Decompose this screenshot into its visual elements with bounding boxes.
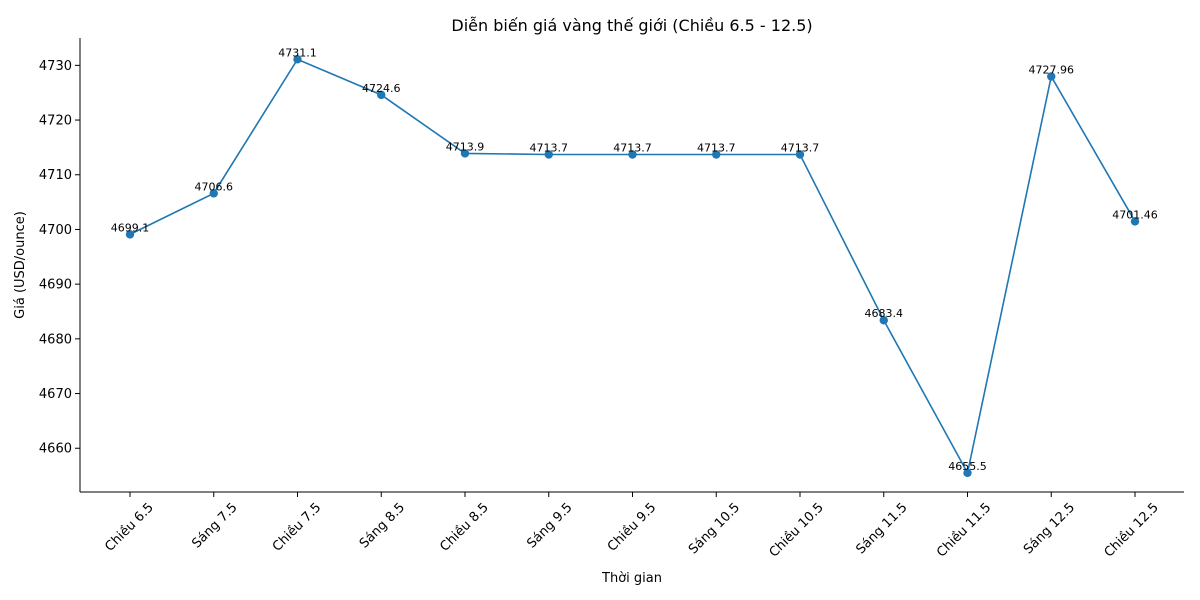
series-line [129, 58, 1136, 476]
data-point [712, 150, 721, 159]
data-point [879, 316, 888, 325]
y-tick-label: 4690 [39, 278, 72, 293]
x-tick-label: Sáng 8.5 [357, 500, 408, 551]
y-axis-ticks: 4660 4670 4680 4690 4700 4710 4720 4730 [39, 59, 80, 457]
data-point [377, 90, 386, 100]
x-tick-label: Sáng 12.5 [1021, 500, 1078, 557]
x-axis-ticks: Chiều 6.5 Sáng 7.5 Chiều 7.5 Sáng 8.5 Chiều … [102, 492, 1162, 561]
y-tick-label: 4710 [39, 168, 72, 183]
chart-title: Diễn biến giá vàng thế giới (Chiều 6.5 -… [451, 16, 812, 35]
data-label: 4731.1 [278, 46, 317, 59]
x-tick-label: Chiều 9.5 [605, 500, 659, 554]
data-label: 4713.7 [697, 142, 736, 155]
data-point [209, 189, 218, 198]
x-tick-label: Chiều 11.5 [934, 500, 994, 560]
data-label: 4724.6 [362, 82, 401, 95]
data-labels: 4699.1 4706.6 4731.1 4724.6 4713.9 4713.7 4713… [111, 46, 1158, 473]
data-point [963, 468, 972, 478]
data-points [125, 55, 1140, 478]
x-tick-label: Sáng 10.5 [686, 500, 743, 557]
x-tick-label: Chiều 6.5 [102, 500, 156, 554]
data-label: 4713.7 [530, 142, 569, 155]
x-tick-label: Sáng 9.5 [524, 500, 575, 551]
data-label: 4655.5 [948, 460, 987, 473]
x-tick-label: Chiều 12.5 [1102, 500, 1162, 560]
data-label: 4683.4 [865, 307, 904, 320]
y-axis-label: Giá (USD/ounce) [13, 211, 28, 319]
data-point [460, 149, 470, 158]
data-point [628, 150, 637, 159]
data-point [795, 150, 805, 159]
x-tick-label: Sáng 7.5 [189, 500, 240, 551]
data-point [544, 150, 553, 159]
data-label: 4727.96 [1029, 64, 1075, 77]
y-tick-label: 4660 [39, 442, 72, 457]
y-tick-label: 4680 [39, 332, 72, 347]
data-label: 4713.7 [613, 142, 652, 155]
data-label: 4713.7 [781, 142, 820, 155]
data-point [1047, 72, 1056, 81]
x-tick-label: Chiều 10.5 [767, 500, 827, 560]
data-label: 4713.9 [446, 140, 485, 153]
y-tick-label: 4700 [39, 223, 72, 238]
x-tick-label: Sáng 11.5 [853, 500, 910, 557]
data-point [293, 55, 302, 64]
data-label: 4699.1 [111, 221, 150, 234]
y-tick-label: 4720 [39, 114, 72, 129]
x-tick-label: Chiều 7.5 [270, 500, 324, 554]
y-tick-label: 4670 [39, 387, 72, 402]
data-label: 4706.6 [195, 180, 234, 193]
y-tick-label: 4730 [39, 59, 72, 74]
x-tick-label: Chiều 8.5 [437, 500, 491, 554]
data-point [1130, 217, 1140, 226]
data-point [125, 230, 135, 239]
x-axis-label: Thời gian [601, 571, 662, 586]
data-label: 4701.46 [1112, 208, 1158, 221]
